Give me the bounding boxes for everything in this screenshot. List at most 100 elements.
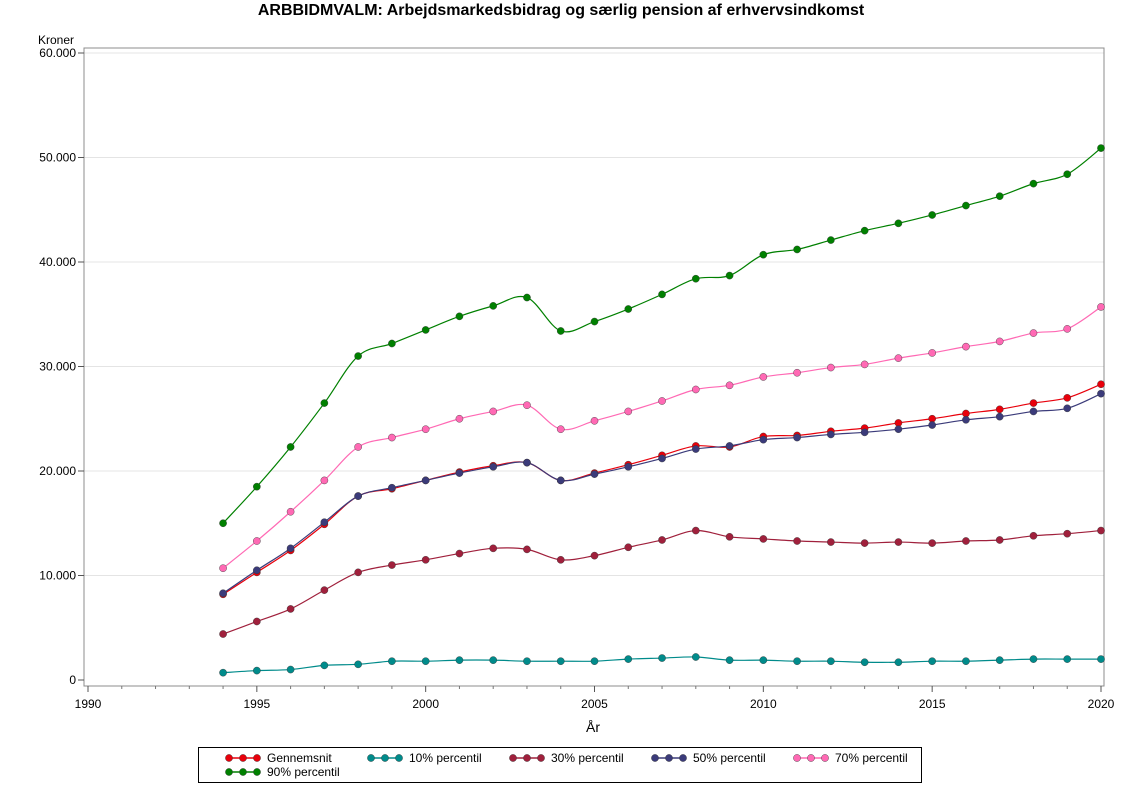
data-point bbox=[894, 658, 903, 667]
data-point bbox=[253, 617, 261, 626]
data-point bbox=[1029, 329, 1038, 337]
y-tick-label: 50.000 bbox=[39, 151, 76, 165]
data-point bbox=[658, 654, 666, 662]
data-point bbox=[1063, 655, 1072, 663]
data-point bbox=[624, 655, 633, 663]
data-point bbox=[928, 421, 936, 429]
legend-item: 90% percentil bbox=[225, 764, 340, 780]
data-point bbox=[928, 211, 936, 219]
x-tick-label: 2010 bbox=[750, 697, 777, 711]
series-line bbox=[222, 529, 1102, 635]
x-tick-label: 2020 bbox=[1088, 697, 1115, 711]
data-point bbox=[421, 556, 430, 564]
legend-label: 70% percentil bbox=[835, 751, 908, 765]
data-point bbox=[1063, 170, 1072, 179]
data-point bbox=[388, 433, 396, 442]
y-tick-label: 10.000 bbox=[39, 569, 76, 583]
data-point bbox=[590, 470, 599, 478]
data-point bbox=[354, 443, 362, 451]
data-point bbox=[658, 290, 666, 299]
data-point bbox=[286, 665, 295, 674]
series-line bbox=[222, 383, 1102, 595]
data-point bbox=[995, 192, 1004, 200]
data-point bbox=[860, 360, 869, 369]
data-point bbox=[1063, 404, 1072, 413]
data-point bbox=[421, 326, 430, 334]
data-point bbox=[556, 556, 565, 564]
data-point bbox=[556, 327, 565, 335]
data-point bbox=[523, 401, 531, 409]
data-point bbox=[1063, 325, 1072, 333]
data-point bbox=[455, 414, 464, 423]
data-point bbox=[658, 397, 666, 405]
data-point bbox=[421, 425, 430, 434]
data-point bbox=[1063, 529, 1072, 538]
data-point bbox=[962, 342, 970, 351]
data-point bbox=[1029, 407, 1038, 416]
series-1 bbox=[219, 653, 1105, 677]
data-point bbox=[219, 519, 227, 528]
data-point bbox=[286, 443, 295, 451]
legend-item: 30% percentil bbox=[509, 750, 624, 766]
data-point bbox=[962, 201, 970, 210]
y-tick-label: 0 bbox=[69, 673, 76, 687]
data-point bbox=[253, 537, 261, 545]
data-point bbox=[1029, 655, 1038, 663]
x-axis-label: År bbox=[586, 719, 600, 735]
data-point bbox=[725, 381, 734, 390]
data-point bbox=[793, 657, 801, 665]
data-point bbox=[219, 589, 227, 598]
legend-swatch bbox=[509, 754, 545, 762]
data-point bbox=[320, 476, 329, 485]
legend-label: 30% percentil bbox=[551, 751, 624, 765]
data-point bbox=[1063, 394, 1072, 402]
data-point bbox=[388, 561, 396, 569]
data-point bbox=[455, 469, 464, 477]
data-point bbox=[1097, 303, 1105, 311]
legend-label: 10% percentil bbox=[409, 751, 482, 765]
legend-item: 50% percentil bbox=[651, 750, 766, 766]
data-point bbox=[962, 657, 970, 665]
data-point bbox=[590, 551, 599, 560]
y-axis-label: Kroner bbox=[38, 33, 75, 47]
data-point bbox=[556, 425, 565, 434]
data-point bbox=[455, 656, 464, 664]
data-point bbox=[827, 236, 835, 244]
axes: 0 10.000 20.000 30.000 40.000 50.000 60.000 199… bbox=[39, 46, 1114, 711]
data-point bbox=[894, 425, 903, 434]
data-point bbox=[793, 537, 801, 545]
data-point bbox=[894, 354, 903, 362]
data-point bbox=[320, 399, 329, 407]
data-point bbox=[219, 668, 227, 677]
data-point bbox=[354, 660, 362, 669]
data-point bbox=[1097, 655, 1105, 663]
data-point bbox=[658, 536, 666, 544]
data-point bbox=[894, 219, 903, 228]
data-point bbox=[624, 407, 633, 416]
data-point bbox=[759, 435, 768, 444]
data-point bbox=[1097, 526, 1105, 535]
data-point bbox=[725, 656, 734, 664]
data-point bbox=[860, 539, 869, 547]
data-point bbox=[455, 312, 464, 321]
data-point bbox=[489, 656, 498, 664]
data-point bbox=[489, 407, 498, 416]
y-tick-label: 30.000 bbox=[39, 360, 76, 374]
y-tick-label: 40.000 bbox=[39, 255, 76, 269]
data-point bbox=[253, 482, 261, 491]
data-point bbox=[253, 666, 261, 675]
line-chart: 0 10.000 20.000 30.000 40.000 50.000 60.000 199… bbox=[39, 46, 1114, 711]
x-tick-label: 1995 bbox=[243, 697, 270, 711]
data-point bbox=[995, 412, 1004, 421]
data-point bbox=[253, 566, 261, 575]
data-point bbox=[590, 417, 599, 425]
data-point bbox=[692, 274, 700, 283]
series-2 bbox=[219, 526, 1105, 638]
data-point bbox=[692, 526, 700, 535]
data-point bbox=[388, 657, 396, 665]
series-lines bbox=[219, 144, 1105, 677]
data-point bbox=[827, 657, 835, 665]
data-point bbox=[793, 368, 801, 377]
data-point bbox=[388, 339, 396, 348]
x-tick-label: 1990 bbox=[75, 697, 102, 711]
